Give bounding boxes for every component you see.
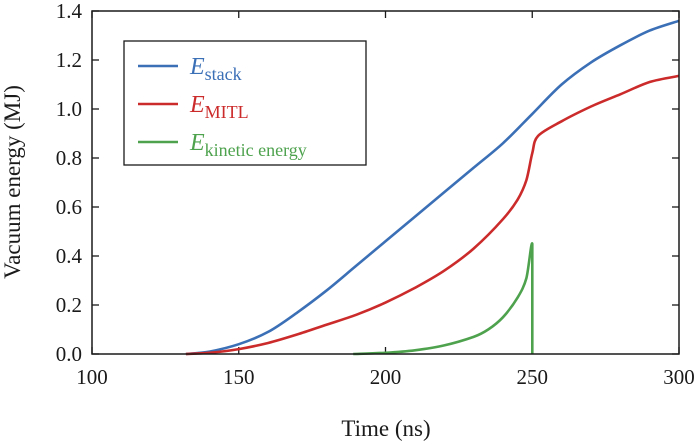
series-line-kinetic-energy	[353, 242, 534, 356]
x-tick-label: 150	[223, 365, 255, 389]
x-tick-label: 200	[370, 365, 402, 389]
y-tick-label: 0.2	[56, 293, 82, 317]
y-tick-label: 1.2	[56, 48, 82, 72]
series-line-stack	[185, 19, 680, 356]
y-tick-label: 0.0	[56, 342, 82, 366]
legend-label-main: E	[189, 130, 205, 156]
y-tick-label: 1.0	[56, 97, 82, 121]
legend-label-main: E	[189, 54, 205, 80]
legend-label: EMITL	[189, 92, 249, 122]
y-tick-label: 0.4	[56, 244, 83, 268]
legend-label: Ekinetic energy	[189, 130, 307, 160]
x-axis-title: Time (ns)	[341, 416, 430, 441]
plot-area-frame	[91, 10, 680, 355]
x-tick-label: 100	[76, 365, 108, 389]
y-tick-label: 0.8	[56, 146, 82, 170]
legend-label: Estack	[189, 54, 242, 84]
legend-label-subscript: stack	[205, 64, 242, 84]
y-tick-labels: 0.0 0.2 0.4 0.6 0.8 1.0 1.2 1.4	[56, 0, 83, 366]
series-line-MITL	[185, 74, 680, 356]
x-tick-labels: 100 150 200 250 300	[76, 365, 695, 389]
y-axis-title: Vacuum energy (MJ)	[0, 85, 25, 279]
x-tick-label: 250	[517, 365, 549, 389]
legend-label-subscript: kinetic energy	[205, 140, 307, 160]
legend-label-subscript: MITL	[205, 102, 249, 122]
y-tick-label: 1.4	[56, 0, 83, 23]
series-lines	[185, 19, 680, 356]
x-tick-label: 300	[663, 365, 695, 389]
legend-label-main: E	[189, 92, 205, 118]
y-tick-label: 0.6	[56, 195, 82, 219]
